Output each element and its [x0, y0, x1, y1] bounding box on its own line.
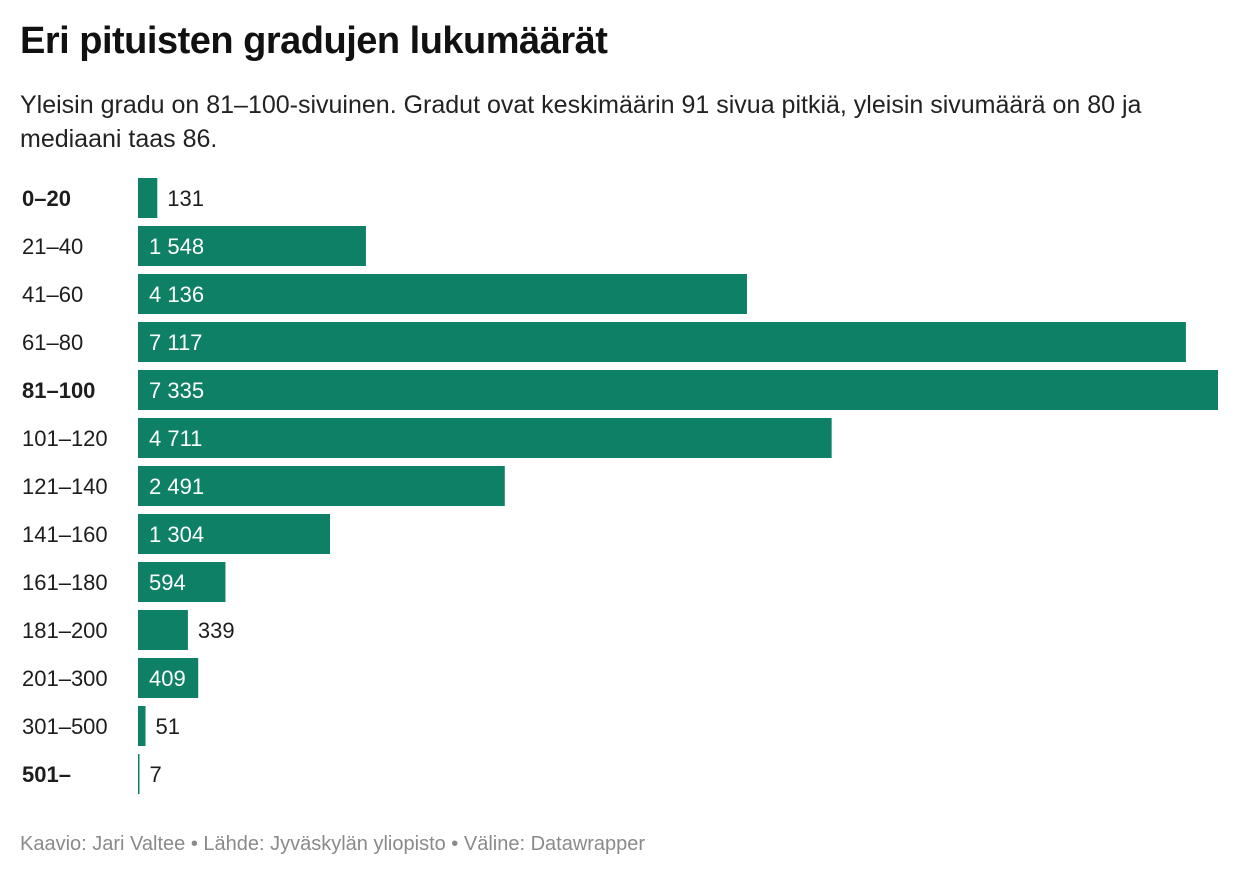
value-label: 7 — [150, 762, 162, 787]
bar — [138, 418, 832, 458]
category-label: 61–80 — [22, 330, 83, 355]
value-label: 7 117 — [149, 330, 202, 355]
category-label: 181–200 — [22, 618, 108, 643]
value-label: 4 711 — [149, 426, 202, 451]
value-label: 7 335 — [149, 378, 204, 403]
category-label: 101–120 — [22, 426, 108, 451]
value-label: 51 — [156, 714, 180, 739]
category-label: 161–180 — [22, 570, 108, 595]
category-label: 41–60 — [22, 282, 83, 307]
value-label: 1 304 — [149, 522, 204, 547]
bar — [138, 610, 188, 650]
chart-subtitle: Yleisin gradu on 81–100-sivuinen. Gradut… — [20, 91, 1142, 153]
category-label: 121–140 — [22, 474, 108, 499]
bar — [138, 274, 747, 314]
value-label: 1 548 — [149, 234, 204, 259]
bar — [138, 178, 158, 218]
bar — [138, 658, 199, 698]
bar — [138, 322, 1186, 362]
bar — [138, 754, 140, 794]
value-label: 4 136 — [149, 282, 204, 307]
source-credit: Kaavio: Jari Valtee • Lähde: Jyväskylän … — [20, 833, 646, 855]
bar — [138, 706, 146, 746]
category-label: 141–160 — [22, 522, 108, 547]
category-label: 81–100 — [22, 378, 95, 403]
value-label: 409 — [149, 666, 186, 691]
category-label: 501– — [22, 762, 71, 787]
bar — [138, 514, 330, 554]
category-label: 21–40 — [22, 234, 83, 259]
bar — [138, 226, 366, 266]
category-label: 301–500 — [22, 714, 108, 739]
chart-title: Eri pituisten gradujen lukumäärät — [20, 20, 608, 62]
category-label: 0–20 — [22, 186, 71, 211]
value-label: 131 — [167, 186, 204, 211]
bar — [138, 562, 226, 602]
category-label: 201–300 — [22, 666, 108, 691]
bar — [138, 466, 505, 506]
value-label: 594 — [149, 570, 186, 595]
bar — [138, 370, 1218, 410]
value-label: 2 491 — [149, 474, 204, 499]
value-label: 339 — [198, 618, 235, 643]
